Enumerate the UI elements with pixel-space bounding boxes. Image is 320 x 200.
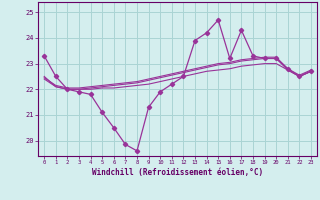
X-axis label: Windchill (Refroidissement éolien,°C): Windchill (Refroidissement éolien,°C) <box>92 168 263 177</box>
